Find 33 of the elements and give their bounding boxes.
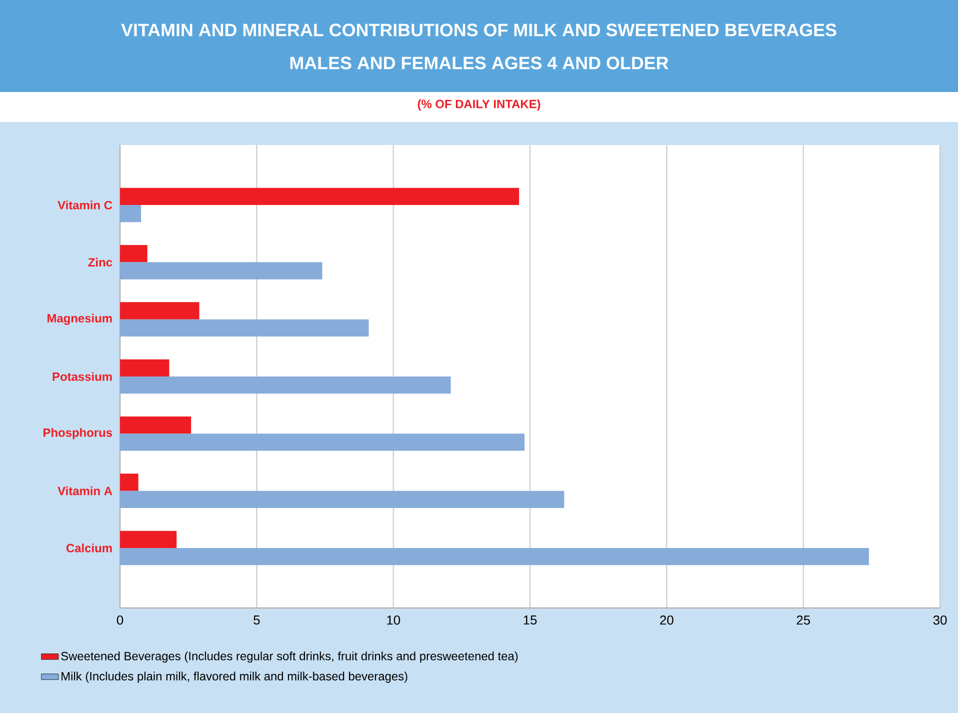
y-tick-label: Vitamin A bbox=[58, 486, 112, 496]
legend-label: Sweetened Beverages (Includes regular soft drinks, fruit drinks and presweetened tea) bbox=[61, 652, 518, 663]
bar bbox=[120, 245, 148, 262]
x-tick-label: 5 bbox=[254, 616, 260, 625]
x-tick-label: 0 bbox=[116, 616, 124, 625]
chart-title: VITAMIN AND MINERAL CONTRIBUTIONS OF MILK AND SWEETENED BEVERAGES bbox=[121, 24, 836, 36]
bar bbox=[120, 490, 564, 508]
y-tick-label: Vitamin C bbox=[58, 200, 112, 210]
bar bbox=[120, 434, 525, 451]
y-tick-label: Phosphorus bbox=[44, 428, 112, 440]
x-tick-label: 30 bbox=[933, 616, 947, 625]
y-tick-label: Potassium bbox=[52, 372, 112, 381]
x-tick-label: 15 bbox=[524, 616, 537, 625]
x-tick-label: 25 bbox=[796, 616, 810, 625]
bar bbox=[120, 262, 322, 280]
bar bbox=[120, 416, 192, 434]
bar bbox=[120, 474, 138, 491]
bar bbox=[120, 319, 369, 336]
x-tick-label: 10 bbox=[387, 616, 400, 625]
y-tick-label: Zinc bbox=[88, 258, 112, 267]
bar bbox=[120, 205, 142, 222]
chart-subtitle: MALES AND FEMALES AGES 4 AND OLDER bbox=[290, 56, 668, 70]
bar bbox=[120, 359, 170, 376]
y-tick-label: Calcium bbox=[66, 544, 112, 552]
x-axis-title: (% OF DAILY INTAKE) bbox=[418, 99, 540, 111]
bar bbox=[120, 548, 869, 566]
bar bbox=[120, 302, 200, 320]
bar bbox=[120, 376, 451, 394]
y-tick-label: Magnesium bbox=[48, 314, 112, 325]
x-tick-label: 20 bbox=[660, 616, 674, 625]
bar bbox=[120, 188, 520, 206]
bar bbox=[120, 530, 177, 548]
legend-label: Milk (Includes plain milk, flavored milk and milk-based beverages) bbox=[62, 672, 408, 683]
